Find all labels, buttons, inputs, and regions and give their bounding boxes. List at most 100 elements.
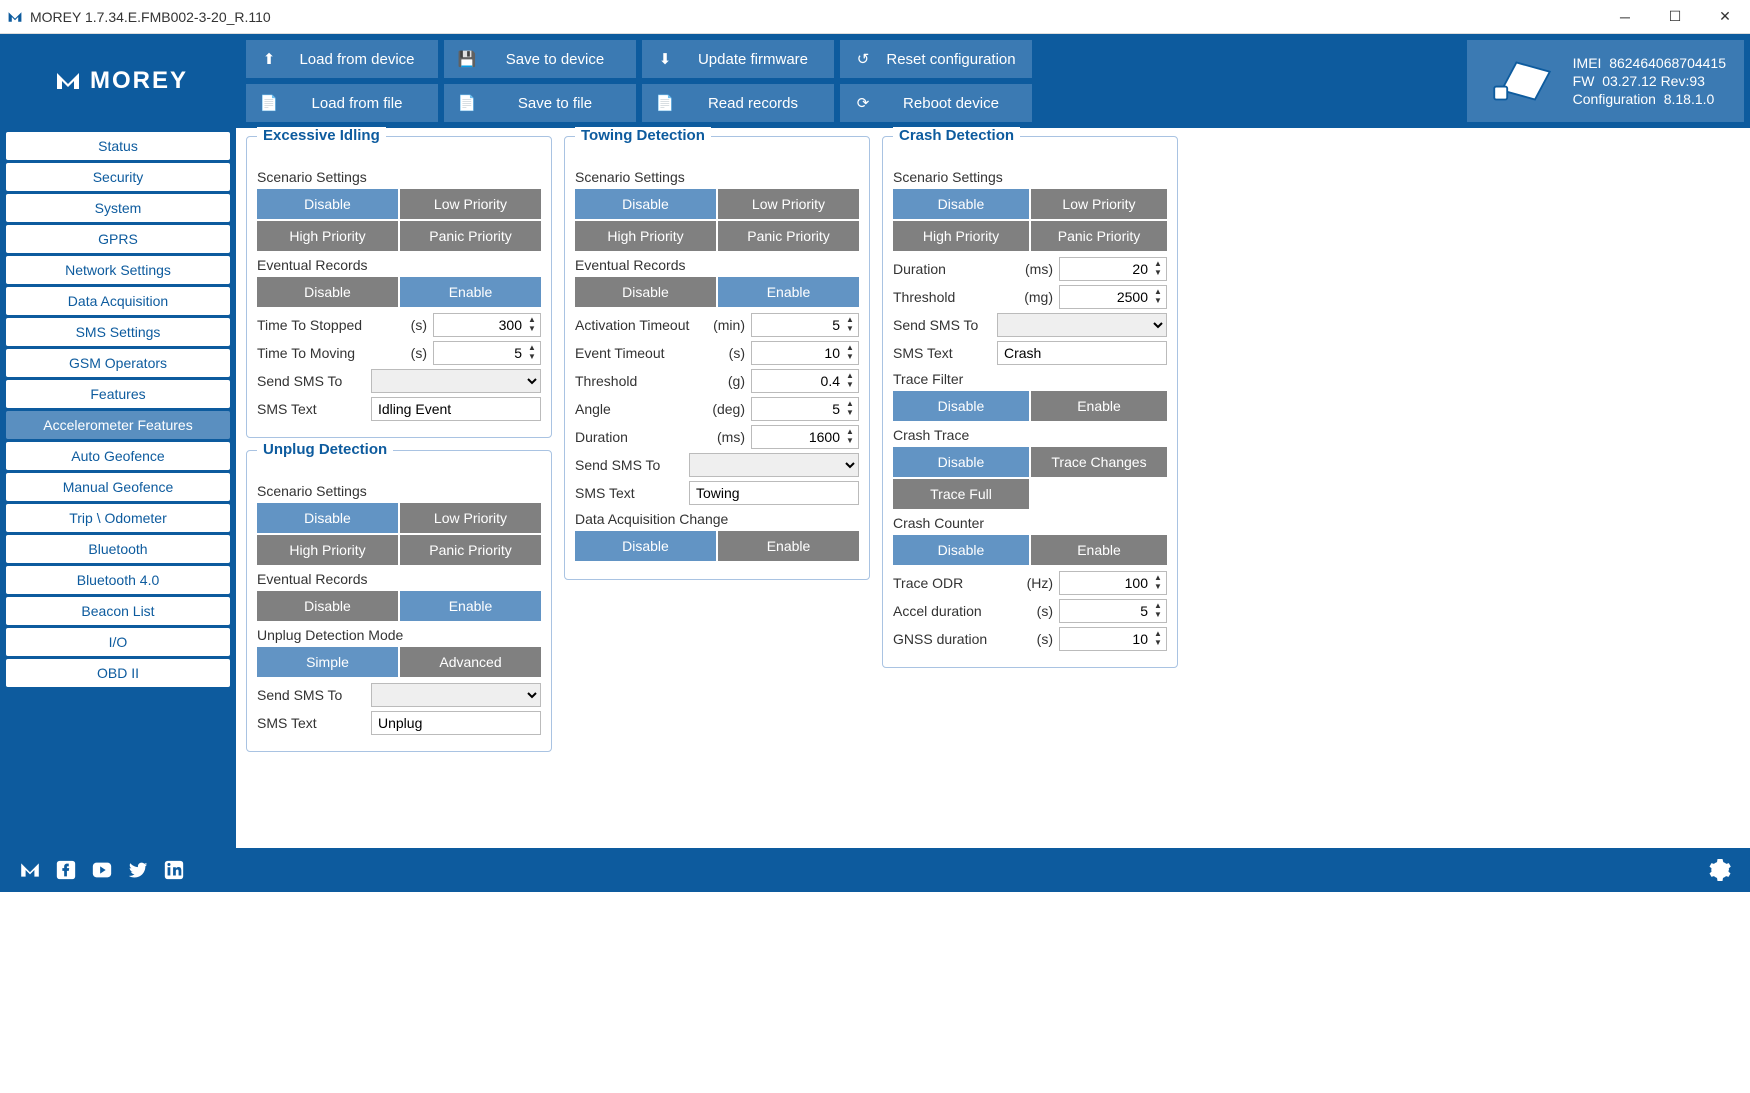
low-priority-button[interactable]: Low Priority [400, 503, 541, 533]
sms-text-field: SMS Text [257, 397, 541, 421]
save-to-file-button[interactable]: 📄Save to file [444, 84, 636, 122]
close-button[interactable]: ✕ [1700, 0, 1750, 33]
duration-field: Duration (ms) ▲▼ [575, 425, 859, 449]
records-icon: 📄 [656, 94, 674, 112]
sidebar-item-data-acquisition[interactable]: Data Acquisition [6, 287, 230, 315]
low-priority-button[interactable]: Low Priority [718, 189, 859, 219]
spinner[interactable]: ▲▼ [843, 342, 857, 364]
spinner[interactable]: ▲▼ [525, 314, 539, 336]
disable-button[interactable]: Disable [893, 189, 1029, 219]
spinner[interactable]: ▲▼ [525, 342, 539, 364]
sms-text-input[interactable] [371, 397, 541, 421]
send-sms-select[interactable] [689, 453, 859, 477]
update-firmware-button[interactable]: ⬇Update firmware [642, 40, 834, 78]
high-priority-button[interactable]: High Priority [257, 535, 398, 565]
trace-filter-group: Disable Enable [893, 391, 1167, 421]
enable-button[interactable]: Enable [1031, 535, 1167, 565]
low-priority-button[interactable]: Low Priority [400, 189, 541, 219]
sidebar-item-gsm-operators[interactable]: GSM Operators [6, 349, 230, 377]
sidebar-item-accelerometer-features[interactable]: Accelerometer Features [6, 411, 230, 439]
sidebar-item-bluetooth-4-0[interactable]: Bluetooth 4.0 [6, 566, 230, 594]
sms-text-input[interactable] [997, 341, 1167, 365]
disable-button[interactable]: Disable [257, 503, 398, 533]
reboot-device-button[interactable]: ⟳Reboot device [840, 84, 1032, 122]
spinner[interactable]: ▲▼ [843, 398, 857, 420]
panic-priority-button[interactable]: Panic Priority [1031, 221, 1167, 251]
time-to-stopped-field: Time To Stopped (s) ▲▼ [257, 313, 541, 337]
reset-configuration-button[interactable]: ↺Reset configuration [840, 40, 1032, 78]
spinner[interactable]: ▲▼ [843, 314, 857, 336]
disable-button[interactable]: Disable [575, 189, 716, 219]
twitter-icon[interactable] [124, 856, 152, 884]
sidebar-item-trip-odometer[interactable]: Trip \ Odometer [6, 504, 230, 532]
disable-button[interactable]: Disable [575, 531, 716, 561]
sidebar-item-obd-ii[interactable]: OBD II [6, 659, 230, 687]
disable-button[interactable]: Disable [893, 447, 1029, 477]
sidebar-item-status[interactable]: Status [6, 132, 230, 160]
spinner[interactable]: ▲▼ [1151, 258, 1165, 280]
settings-icon[interactable] [1706, 856, 1734, 884]
save-to-device-button[interactable]: 💾Save to device [444, 40, 636, 78]
linkedin-icon[interactable] [160, 856, 188, 884]
spinner[interactable]: ▲▼ [1151, 628, 1165, 650]
enable-button[interactable]: Enable [718, 277, 859, 307]
send-sms-to-field: Send SMS To [257, 683, 541, 707]
sidebar-item-bluetooth[interactable]: Bluetooth [6, 535, 230, 563]
panic-priority-button[interactable]: Panic Priority [400, 221, 541, 251]
section-label: Crash Trace [893, 427, 1167, 443]
spinner[interactable]: ▲▼ [1151, 572, 1165, 594]
disable-button[interactable]: Disable [575, 277, 716, 307]
load-from-device-button[interactable]: ⬆Load from device [246, 40, 438, 78]
panel-title: Unplug Detection [257, 441, 393, 458]
disable-button[interactable]: Disable [257, 591, 398, 621]
sidebar-item-security[interactable]: Security [6, 163, 230, 191]
disable-button[interactable]: Disable [893, 535, 1029, 565]
sms-text-input[interactable] [371, 711, 541, 735]
section-label: Eventual Records [257, 257, 541, 273]
spinner[interactable]: ▲▼ [843, 370, 857, 392]
sidebar-item-beacon-list[interactable]: Beacon List [6, 597, 230, 625]
send-sms-select[interactable] [371, 683, 541, 707]
section-label: Unplug Detection Mode [257, 627, 541, 643]
high-priority-button[interactable]: High Priority [893, 221, 1029, 251]
send-sms-select[interactable] [371, 369, 541, 393]
enable-button[interactable]: Enable [400, 591, 541, 621]
trace-full-button[interactable]: Trace Full [893, 479, 1029, 509]
sidebar-item-gprs[interactable]: GPRS [6, 225, 230, 253]
high-priority-button[interactable]: High Priority [257, 221, 398, 251]
panic-priority-button[interactable]: Panic Priority [718, 221, 859, 251]
sms-text-input[interactable] [689, 481, 859, 505]
sidebar-item-i-o[interactable]: I/O [6, 628, 230, 656]
morey-icon[interactable] [16, 856, 44, 884]
spinner[interactable]: ▲▼ [1151, 600, 1165, 622]
minimize-button[interactable]: ─ [1600, 0, 1650, 33]
disable-button[interactable]: Disable [257, 277, 398, 307]
app-icon [6, 8, 24, 26]
sidebar-item-features[interactable]: Features [6, 380, 230, 408]
trace-changes-button[interactable]: Trace Changes [1031, 447, 1167, 477]
enable-button[interactable]: Enable [400, 277, 541, 307]
sidebar-item-sms-settings[interactable]: SMS Settings [6, 318, 230, 346]
disable-button[interactable]: Disable [257, 189, 398, 219]
load-from-file-button[interactable]: 📄Load from file [246, 84, 438, 122]
read-records-button[interactable]: 📄 Read records [642, 84, 834, 122]
panic-priority-button[interactable]: Panic Priority [400, 535, 541, 565]
low-priority-button[interactable]: Low Priority [1031, 189, 1167, 219]
high-priority-button[interactable]: High Priority [575, 221, 716, 251]
send-sms-select[interactable] [997, 313, 1167, 337]
enable-button[interactable]: Enable [718, 531, 859, 561]
simple-button[interactable]: Simple [257, 647, 398, 677]
disable-button[interactable]: Disable [893, 391, 1029, 421]
spinner[interactable]: ▲▼ [843, 426, 857, 448]
sidebar-item-auto-geofence[interactable]: Auto Geofence [6, 442, 230, 470]
enable-button[interactable]: Enable [1031, 391, 1167, 421]
facebook-icon[interactable] [52, 856, 80, 884]
sidebar-item-manual-geofence[interactable]: Manual Geofence [6, 473, 230, 501]
sidebar-item-network-settings[interactable]: Network Settings [6, 256, 230, 284]
sidebar-item-system[interactable]: System [6, 194, 230, 222]
advanced-button[interactable]: Advanced [400, 647, 541, 677]
maximize-button[interactable]: ☐ [1650, 0, 1700, 33]
youtube-icon[interactable] [88, 856, 116, 884]
spinner[interactable]: ▲▼ [1151, 286, 1165, 308]
button-label: Read records [686, 95, 820, 112]
